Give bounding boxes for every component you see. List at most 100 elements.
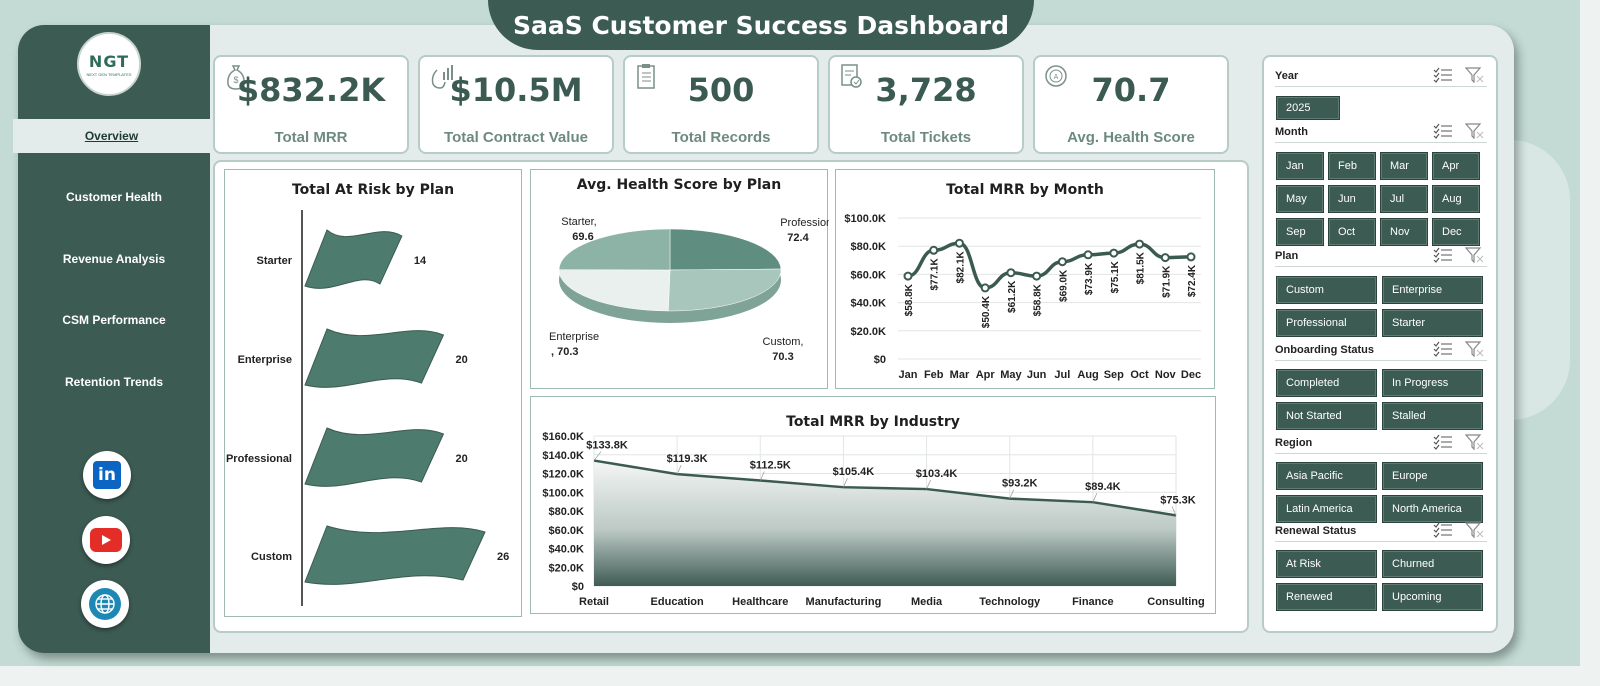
data-label: $73.9K [1084,262,1095,295]
slicer-button-asia-pacific[interactable]: Asia Pacific [1276,462,1377,490]
slicer-button-latin-america[interactable]: Latin America [1276,495,1377,523]
nav-revenue-analysis[interactable]: Revenue Analysis [62,252,166,266]
slicer-header-region: Region [1275,434,1487,454]
slicer-button-at-risk[interactable]: At Risk [1276,550,1377,578]
nav-customer-health[interactable]: Customer Health [65,190,163,204]
multi-select-icon[interactable] [1433,247,1453,269]
x-tick-label: Consulting [1147,596,1204,608]
category-label: Custom [251,551,292,563]
y-tick-label: $100.0K [844,213,886,225]
area-chart-svg: $0 $20.0K $40.0K $60.0K $80.0K $100.0K $120.0K… [542,431,1204,608]
x-tick-label: Apr [976,369,996,381]
data-point [903,271,913,281]
slicer-button-aug[interactable]: Aug [1432,185,1480,213]
slicer-controls [1433,67,1485,89]
nav-retention-trends[interactable]: Retention Trends [64,375,163,389]
chart-title: Total MRR by Month [946,182,1104,198]
slicer-button-nov[interactable]: Nov [1380,218,1428,246]
slicer-button-not-started[interactable]: Not Started [1276,402,1377,430]
slice-name-label: Enterprise [549,331,599,343]
data-label: $58.8K [1033,283,1044,316]
slicer-button-in-progress[interactable]: In Progress [1382,369,1483,397]
svg-text:A: A [1054,74,1059,81]
slice-value-label: , 70.3 [551,346,579,358]
slice-value-label: 72.4 [787,232,809,244]
line-chart-svg: $0 $20.0K $40.0K $60.0K $80.0K $100.0K $58.8K J… [844,213,1201,381]
linkedin-button[interactable]: in [83,451,131,499]
website-button[interactable] [81,580,129,628]
clear-filter-icon[interactable] [1464,67,1485,89]
health-score-icon: A [1045,65,1067,87]
clear-filter-icon[interactable] [1464,522,1485,544]
globe-icon [89,588,121,620]
slicer-button-upcoming[interactable]: Upcoming [1382,583,1483,611]
slice-professional [668,268,782,312]
slicer-button-mar[interactable]: Mar [1380,152,1428,180]
x-tick-label: Jun [1027,369,1047,381]
logo: NGT NEXT GEN TEMPLATES [77,32,141,96]
y-tick-label: $60.0K [549,525,585,537]
slicer-button-renewed[interactable]: Renewed [1276,583,1377,611]
slicer-button-sep[interactable]: Sep [1276,218,1324,246]
slicer-button-churned[interactable]: Churned [1382,550,1483,578]
multi-select-icon[interactable] [1433,123,1453,145]
kpi-card-total-tickets: 3,728 Total Tickets [828,55,1024,154]
kpi-card-total-contract-value: $10.5M Total Contract Value [418,55,614,154]
slicer-button-feb[interactable]: Feb [1328,152,1376,180]
slicer-button-jul[interactable]: Jul [1380,185,1428,213]
data-label: $61.2K [1007,280,1018,313]
multi-select-icon[interactable] [1433,67,1453,89]
youtube-icon [90,528,122,552]
multi-select-icon[interactable] [1433,522,1453,544]
slicer-button-dec[interactable]: Dec [1432,218,1480,246]
data-label: $75.3K [1160,494,1196,506]
x-tick-label: Education [651,596,704,608]
clear-filter-icon[interactable] [1464,434,1485,456]
clear-filter-icon[interactable] [1464,123,1485,145]
y-tick-label: $40.0K [851,298,887,310]
slicer-controls [1433,522,1485,544]
data-label: $89.4K [1085,481,1121,493]
clear-filter-icon[interactable] [1464,341,1485,363]
slicer-button-stalled[interactable]: Stalled [1382,402,1483,430]
slicer-button-north-america[interactable]: North America [1382,495,1483,523]
data-point [1186,252,1196,262]
data-point [1160,253,1170,263]
slicer-button-europe[interactable]: Europe [1382,462,1483,490]
x-tick-label: Sep [1104,369,1124,381]
x-tick-label: Dec [1181,369,1201,381]
pie-chart-svg: Starter, 69.6 Professional, 72.4 Custom, 70.3… [549,216,829,363]
data-point [1006,268,1016,278]
multi-select-icon[interactable] [1433,434,1453,456]
right-edge [1580,0,1600,686]
clear-filter-icon[interactable] [1464,247,1485,269]
multi-select-icon[interactable] [1433,341,1453,363]
slicer-button-oct[interactable]: Oct [1328,218,1376,246]
slicer-header-month: Month [1275,123,1487,143]
chart-title: Avg. Health Score by Plan [576,177,782,193]
slicer-button-jan[interactable]: Jan [1276,152,1324,180]
slicer-button-starter[interactable]: Starter [1382,309,1483,337]
slicer-button-2025[interactable]: 2025 [1276,96,1340,120]
slicer-controls [1433,341,1485,363]
slicer-button-jun[interactable]: Jun [1328,185,1376,213]
health-by-plan-chart: Avg. Health Score by Plan Starter, 69.6 Pr… [530,169,829,389]
logo-text: NGT [88,51,130,71]
slicer-button-completed[interactable]: Completed [1276,369,1377,397]
leader-line [1171,506,1177,516]
data-label: $71.9K [1161,265,1172,298]
slicer-title: Renewal Status [1275,525,1357,537]
nav-overview[interactable]: Overview [13,119,210,153]
kpi-label: Avg. Health Score [1067,129,1195,146]
nav-csm-performance[interactable]: CSM Performance [62,313,166,327]
y-tick-label: $160.0K [542,431,584,443]
slicer-button-professional[interactable]: Professional [1276,309,1377,337]
slicer-button-enterprise[interactable]: Enterprise [1382,276,1483,304]
mrr-by-industry-chart: Total MRR by Industry $0 $20.0K $40.0K $60.… [530,396,1216,614]
slicer-button-may[interactable]: May [1276,185,1324,213]
slicer-button-custom[interactable]: Custom [1276,276,1377,304]
youtube-button[interactable] [82,516,130,564]
slice-value-label: 70.3 [772,351,793,363]
slicer-button-apr[interactable]: Apr [1432,152,1480,180]
category-label: Enterprise [238,354,292,366]
